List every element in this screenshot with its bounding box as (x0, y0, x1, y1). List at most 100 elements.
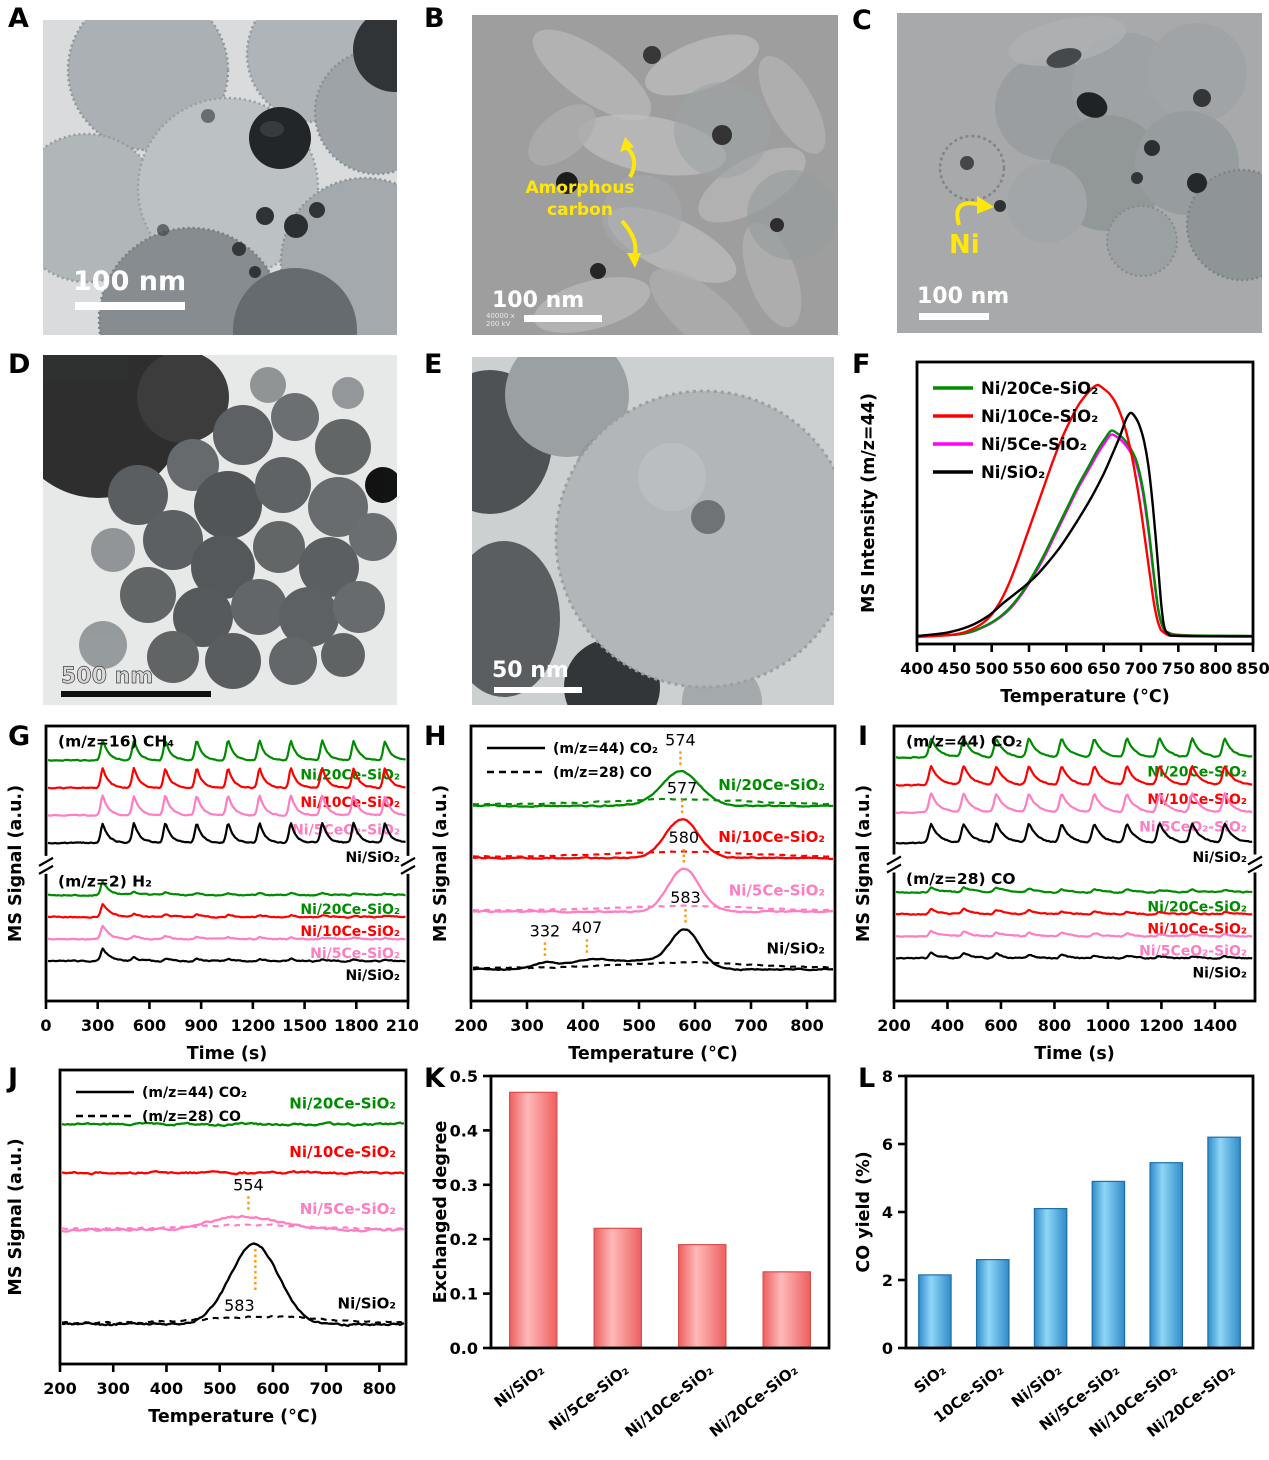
ni-arrow-icon (955, 201, 982, 226)
chart-j-co2-co-tpd: Ni/20Ce-SiO₂ Ni/10Ce-SiO₂ 554 Ni/5Ce-SiO₂ 58… (6, 1068, 408, 1427)
svg-text:1000: 1000 (1086, 1016, 1131, 1035)
svg-text:500: 500 (975, 659, 1008, 678)
svg-text:Ni/5Ce-SiO₂: Ni/5Ce-SiO₂ (545, 1361, 632, 1434)
amorphous-carbon-annotation: Amorphous carbon (525, 137, 641, 268)
svg-text:Time (s): Time (s) (1034, 1044, 1115, 1063)
svg-text:4: 4 (882, 1203, 893, 1222)
chart-f-ms-intensity-tpo: 400 450 500 550 600 650 700 750 800 850 Temperatur… (859, 360, 1269, 707)
svg-text:(m/z=44) CO₂: (m/z=44) CO₂ (906, 732, 1022, 750)
svg-text:332: 332 (530, 921, 561, 940)
svg-text:(m/z=28) CO: (m/z=28) CO (142, 1109, 241, 1125)
tem-image-e: 50 nm (472, 357, 834, 705)
panel-label-b: B (424, 3, 445, 34)
svg-text:Ni/20Ce-SiO₂: Ni/20Ce-SiO₂ (300, 767, 400, 783)
svg-text:Ni/SiO₂: Ni/SiO₂ (1192, 850, 1247, 866)
svg-text:800: 800 (1199, 659, 1232, 678)
tem-a-ni-particles (157, 20, 397, 278)
svg-text:Temperature (°C): Temperature (°C) (148, 1407, 318, 1427)
ni-arrow-head-icon (977, 196, 994, 214)
svg-text:400: 400 (931, 1016, 964, 1035)
svg-text:200: 200 (877, 1016, 910, 1035)
svg-text:Ni/SiO₂: Ni/SiO₂ (345, 968, 400, 984)
scale-bar-a (75, 302, 185, 310)
svg-text:200: 200 (454, 1016, 487, 1035)
svg-text:800: 800 (363, 1379, 396, 1398)
svg-text:(m/z=28) CO: (m/z=28) CO (553, 765, 652, 781)
svg-text:2100: 2100 (386, 1016, 418, 1035)
svg-text:Ni/20Ce-SiO₂: Ni/20Ce-SiO₂ (718, 776, 825, 794)
svg-text:600: 600 (133, 1016, 166, 1035)
svg-text:1400: 1400 (1193, 1016, 1238, 1035)
scale-bar-e (494, 687, 582, 693)
amorphous-carbon-label-line2: carbon (547, 200, 613, 220)
svg-text:583: 583 (670, 888, 701, 907)
svg-text:0: 0 (40, 1016, 51, 1035)
svg-text:750: 750 (1162, 659, 1195, 678)
svg-text:Ni/5Ce-SiO₂: Ni/5Ce-SiO₂ (300, 1200, 396, 1218)
svg-text:2: 2 (882, 1271, 893, 1290)
tem-image-a: 100 nm (43, 20, 397, 335)
tem-b-meta-magnification: 40000 x (486, 312, 515, 320)
svg-text:Ni/SiO₂: Ni/SiO₂ (338, 1294, 396, 1312)
tem-c-silica-spheres (938, 16, 1262, 282)
svg-text:SiO₂: SiO₂ (910, 1361, 949, 1397)
svg-text:700: 700 (1124, 659, 1157, 678)
scale-bar-label-b: 100 nm (492, 288, 584, 313)
chart-g-ch4-h2-pulses: Ni/20Ce-SiO₂Ni/10Ce-SiO₂Ni/5CeO₂-SiO₂Ni/… (6, 724, 418, 1063)
svg-text:Time (s): Time (s) (187, 1044, 268, 1063)
svg-text:550: 550 (1012, 659, 1045, 678)
svg-text:900: 900 (184, 1016, 217, 1035)
svg-text:580: 580 (669, 828, 700, 847)
panel-label-c: C (852, 5, 872, 36)
panel-label-f: F (852, 349, 871, 380)
svg-text:400: 400 (566, 1016, 599, 1035)
svg-text:Ni/20Ce-SiO₂: Ni/20Ce-SiO₂ (706, 1361, 801, 1441)
svg-text:500: 500 (622, 1016, 655, 1035)
svg-text:600: 600 (1050, 659, 1083, 678)
svg-text:Ni/5Ce-SiO₂: Ni/5Ce-SiO₂ (729, 882, 825, 900)
svg-text:(m/z=28) CO: (m/z=28) CO (906, 870, 1016, 888)
svg-text:Ni/20Ce-SiO₂: Ni/20Ce-SiO₂ (1147, 899, 1247, 915)
svg-text:Ni/10Ce-SiO₂: Ni/10Ce-SiO₂ (981, 407, 1098, 426)
svg-text:700: 700 (309, 1379, 342, 1398)
svg-text:500: 500 (203, 1379, 236, 1398)
panel-label-a: A (8, 3, 29, 34)
svg-text:1200: 1200 (1139, 1016, 1184, 1035)
amorphous-carbon-label-line1: Amorphous (525, 178, 634, 198)
svg-text:Ni/5CeO₂-SiO₂: Ni/5CeO₂-SiO₂ (1139, 943, 1247, 959)
svg-text:Ni/SiO₂: Ni/SiO₂ (981, 463, 1045, 482)
panel-label-k: K (424, 1063, 445, 1094)
svg-text:Ni/10Ce-SiO₂: Ni/10Ce-SiO₂ (622, 1361, 717, 1441)
svg-text:Ni/SiO₂: Ni/SiO₂ (767, 939, 825, 957)
svg-text:600: 600 (984, 1016, 1017, 1035)
svg-text:0.0: 0.0 (450, 1339, 478, 1358)
svg-text:0.2: 0.2 (450, 1230, 478, 1249)
svg-text:Ni/10Ce-SiO₂: Ni/10Ce-SiO₂ (718, 828, 825, 846)
tem-b-dark-particles (556, 46, 784, 279)
panel-label-h: H (424, 721, 447, 752)
svg-text:0.5: 0.5 (450, 1067, 478, 1086)
tem-image-d: 500 nm (43, 355, 397, 705)
panel-label-d: D (8, 349, 31, 380)
svg-text:Ni/10Ce-SiO₂: Ni/10Ce-SiO₂ (300, 924, 400, 940)
svg-text:Exchanged degree: Exchanged degree (431, 1121, 451, 1304)
svg-text:(m/z=44) CO₂: (m/z=44) CO₂ (142, 1085, 247, 1101)
svg-text:MS Signal (a.u.): MS Signal (a.u.) (854, 785, 874, 942)
svg-text:(m/z=16) CH₄: (m/z=16) CH₄ (58, 732, 174, 750)
svg-text:0.3: 0.3 (450, 1176, 478, 1195)
svg-text:300: 300 (81, 1016, 114, 1035)
svg-text:MS Signal (a.u.): MS Signal (a.u.) (6, 785, 26, 942)
svg-text:MS Signal (a.u.): MS Signal (a.u.) (6, 1138, 26, 1295)
svg-text:MS Intensity (m/z=44): MS Intensity (m/z=44) (859, 393, 879, 613)
svg-text:400: 400 (900, 659, 933, 678)
svg-text:Ni/10Ce-SiO₂: Ni/10Ce-SiO₂ (1147, 921, 1247, 937)
svg-text:Ni/5CeO₂-SiO₂: Ni/5CeO₂-SiO₂ (1139, 820, 1247, 836)
svg-text:650: 650 (1087, 659, 1120, 678)
svg-text:Ni/10Ce-SiO₂: Ni/10Ce-SiO₂ (289, 1143, 396, 1161)
chart-h-co2-co-tpd: 574 Ni/20Ce-SiO₂ 577 Ni/10Ce-SiO₂ 580 Ni/5Ce-… (431, 724, 837, 1063)
svg-text:800: 800 (790, 1016, 823, 1035)
svg-text:407: 407 (572, 918, 603, 937)
svg-text:Ni/10Ce-SiO₂: Ni/10Ce-SiO₂ (300, 795, 400, 811)
svg-text:(m/z=44) CO₂: (m/z=44) CO₂ (553, 741, 658, 757)
